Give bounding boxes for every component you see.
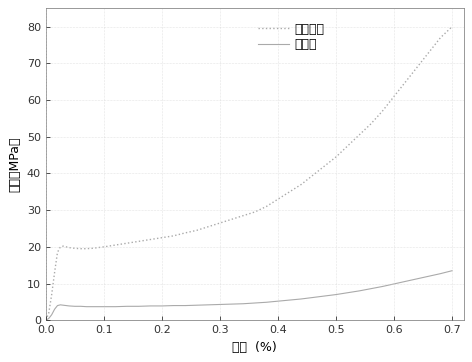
复合材料 — [147, 237, 153, 242]
泡沫铝 — [136, 304, 142, 308]
泡沫铝 — [147, 304, 153, 308]
复合材料 — [379, 109, 385, 113]
复合材料 — [205, 224, 211, 229]
复合材料 — [72, 246, 78, 251]
复合材料 — [136, 239, 142, 244]
复合材料 — [78, 247, 84, 251]
泡沫铝 — [333, 292, 339, 297]
复合材料 — [66, 245, 72, 250]
复合材料 — [263, 204, 269, 209]
复合材料 — [182, 231, 188, 235]
泡沫铝 — [58, 303, 63, 307]
泡沫铝 — [345, 291, 350, 295]
泡沫铝 — [414, 277, 420, 281]
复合材料 — [43, 318, 49, 323]
泡沫铝 — [205, 303, 211, 307]
泡沫铝 — [84, 304, 89, 309]
复合材料 — [49, 292, 54, 297]
泡沫铝 — [171, 303, 177, 308]
泡沫铝 — [287, 298, 293, 302]
复合材料 — [60, 244, 66, 248]
泡沫铝 — [263, 300, 269, 304]
复合材料 — [46, 311, 51, 315]
泡沫铝 — [368, 286, 374, 291]
复合材料 — [298, 182, 304, 187]
复合材料 — [426, 50, 432, 55]
泡沫铝 — [426, 274, 432, 278]
泡沫铝 — [379, 284, 385, 289]
泡沫铝 — [229, 302, 235, 306]
复合材料 — [159, 236, 165, 240]
复合材料 — [449, 25, 455, 29]
泡沫铝 — [113, 304, 118, 309]
泡沫铝 — [449, 269, 455, 273]
泡沫铝 — [194, 303, 200, 307]
复合材料 — [90, 246, 95, 251]
泡沫铝 — [356, 289, 362, 293]
复合材料 — [194, 228, 200, 232]
复合材料 — [124, 241, 130, 245]
泡沫铝 — [60, 303, 66, 307]
泡沫铝 — [78, 304, 84, 308]
Line: 复合材料: 复合材料 — [46, 27, 452, 320]
泡沫铝 — [438, 272, 443, 276]
泡沫铝 — [72, 304, 78, 308]
泡沫铝 — [182, 303, 188, 308]
复合材料 — [217, 221, 223, 225]
Y-axis label: 应力（MPa）: 应力（MPa） — [8, 136, 21, 192]
复合材料 — [345, 144, 350, 148]
复合材料 — [229, 217, 235, 222]
泡沫铝 — [52, 307, 58, 311]
泡沫铝 — [101, 304, 107, 309]
泡沫铝 — [159, 304, 165, 308]
复合材料 — [55, 250, 60, 254]
泡沫铝 — [403, 279, 408, 283]
泡沫铝 — [240, 302, 246, 306]
复合材料 — [171, 234, 177, 238]
泡沫铝 — [124, 304, 130, 308]
泡沫铝 — [252, 301, 258, 305]
复合材料 — [52, 270, 58, 275]
复合材料 — [391, 94, 397, 98]
复合材料 — [414, 65, 420, 69]
泡沫铝 — [46, 316, 51, 321]
泡沫铝 — [95, 304, 101, 309]
泡沫铝 — [66, 304, 72, 308]
复合材料 — [403, 80, 408, 84]
复合材料 — [252, 210, 258, 214]
复合材料 — [368, 122, 374, 126]
X-axis label: 应变  (%): 应变 (%) — [232, 341, 277, 354]
复合材料 — [58, 245, 63, 249]
泡沫铝 — [43, 318, 49, 323]
泡沫铝 — [49, 312, 54, 317]
泡沫铝 — [55, 303, 60, 308]
复合材料 — [333, 155, 339, 159]
泡沫铝 — [391, 282, 397, 286]
复合材料 — [84, 247, 89, 251]
复合材料 — [95, 245, 101, 250]
泡沫铝 — [321, 294, 327, 298]
复合材料 — [321, 164, 327, 168]
复合材料 — [310, 173, 316, 177]
泡沫铝 — [298, 297, 304, 301]
复合材料 — [287, 190, 293, 194]
复合材料 — [101, 245, 107, 249]
Line: 泡沫铝: 泡沫铝 — [46, 271, 452, 320]
Legend: 复合材料, 泡沫铝: 复合材料, 泡沫铝 — [253, 18, 329, 56]
复合材料 — [275, 197, 281, 201]
复合材料 — [240, 214, 246, 218]
复合材料 — [438, 35, 443, 40]
泡沫铝 — [310, 295, 316, 300]
复合材料 — [113, 243, 118, 247]
泡沫铝 — [275, 299, 281, 303]
泡沫铝 — [90, 304, 95, 309]
复合材料 — [356, 133, 362, 137]
泡沫铝 — [217, 302, 223, 307]
